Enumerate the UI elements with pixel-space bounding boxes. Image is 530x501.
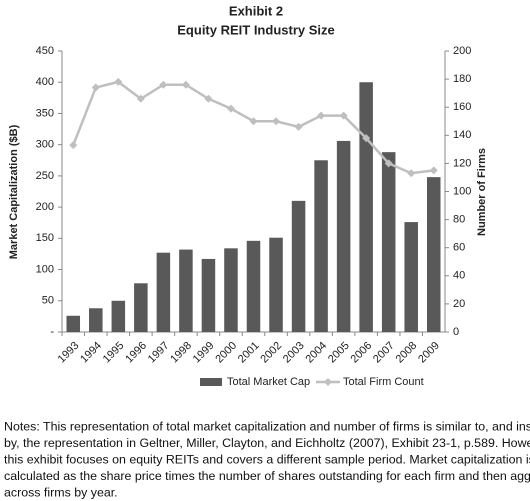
bar [359,82,373,332]
x-tick-label: 1993 [56,340,82,366]
chart-title: Exhibit 2 [229,3,283,18]
bar [426,177,441,332]
marker [204,94,213,103]
legend-swatch [324,378,332,386]
marker [226,104,235,113]
marker [159,80,168,89]
marker [317,111,326,120]
y2-tick-label: 0 [453,326,459,338]
marker [429,166,438,175]
y-tick-label: 150 [36,232,54,244]
bar [224,248,238,332]
chart-subtitle: Equity REIT Industry Size [177,22,334,37]
note-line: by, the representation in Geltner, Mille… [4,436,530,450]
x-tick-label: 1995 [101,340,127,366]
bar [156,252,171,332]
x-tick-label: 1994 [78,340,104,366]
y-tick-label: 300 [36,139,54,151]
note-line: this exhibit focuses on equity REITs and… [4,452,530,466]
bar [404,222,418,332]
y-tick-label: 200 [36,201,54,213]
y-tick-label: 100 [36,263,54,275]
x-tick-label: 2002 [258,340,284,366]
bar [66,315,81,332]
marker [362,134,371,143]
marker [407,169,416,178]
y2-tick-label: 40 [453,270,465,282]
bar [179,249,193,332]
marker [114,77,123,86]
y2-tick-label: 20 [453,298,465,310]
marker [181,80,190,89]
y2-tick-label: 180 [453,73,471,85]
bar [336,140,351,332]
y2-tick-label: 120 [453,157,471,169]
bar [134,283,148,332]
line [72,80,434,175]
x-tick-label: 1998 [168,340,194,366]
x-tick-label: 2005 [326,340,352,366]
bar [246,240,261,332]
y-tick-label: 400 [36,76,54,88]
x-tick-label: 1996 [123,340,149,366]
y-tick-label: - [50,326,54,338]
x-tick-label: 1997 [146,340,172,366]
y2-tick-label: 140 [453,129,471,141]
y2-tick-label: 160 [453,101,471,113]
y-tick-label: 350 [36,107,54,119]
y-tick-label: 450 [36,45,54,57]
bar [291,200,306,332]
note-line: Notes: This representation of total mark… [4,419,530,433]
marker [339,111,348,120]
bar [89,308,103,332]
marker [249,117,258,126]
x-tick-label: 2009 [416,340,442,366]
x-tick-label: 1999 [191,340,217,366]
y2-tick-label: 60 [453,242,465,254]
legend-label: Total Market Cap [227,376,310,388]
legend-label: Total Firm Count [343,376,424,388]
y2-tick-label: 80 [453,214,465,226]
x-tick-label: 2004 [303,340,329,366]
marker [136,94,145,103]
x-tick-label: 2007 [371,340,397,366]
x-tick-label: 2008 [394,340,420,366]
bar [381,152,396,332]
x-tick-label: 2006 [349,340,375,366]
bar [314,160,328,332]
y2-tick-label: 100 [453,185,471,197]
x-tick-label: 2003 [281,340,307,366]
bar [201,258,216,332]
y-tick-label: 250 [36,170,54,182]
note-line: calculated as the share price times the … [4,469,530,483]
bar [111,300,126,332]
y2-axis-title: Number of Firms [476,148,488,236]
y2-tick-label: 200 [453,45,471,57]
x-tick-label: 2001 [236,340,262,366]
marker [272,117,281,126]
marker [69,141,78,150]
x-tick-label: 2000 [213,340,239,366]
marker [384,159,393,168]
marker [294,122,303,131]
y-tick-label: 50 [42,295,54,307]
y-axis-title: Market Capitalization ($B) [8,124,20,259]
legend-swatch [200,378,222,386]
note-line: across firms by year. [4,485,118,499]
marker [91,83,100,92]
bar [269,237,283,332]
